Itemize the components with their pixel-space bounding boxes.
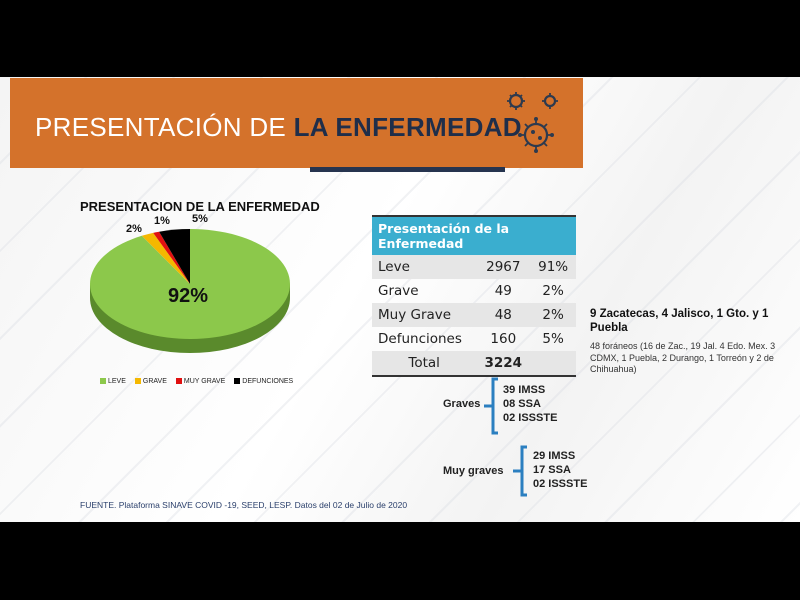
- row-count: 160: [490, 331, 517, 347]
- pie-slice-grave: [141, 232, 190, 284]
- row-label: Leve: [372, 255, 477, 279]
- slide-title: PRESENTACIÓN DE LA ENFERMEDAD: [35, 112, 522, 143]
- origin-note-body: 48 foráneos (16 de Zac., 19 Jal. 4 Edo. …: [590, 341, 776, 374]
- row-count: 48: [476, 303, 531, 327]
- table-row: Defunciones 160 5%: [372, 327, 576, 351]
- data-label: 92%: [168, 285, 208, 307]
- legend-label: DEFUNCIONES: [242, 378, 294, 385]
- graves-item: 02 ISSSTE: [503, 412, 558, 424]
- table-row: Grave 49 2%: [372, 279, 576, 303]
- chart-title: PRESENTACION DE LA ENFERMEDAD: [80, 199, 320, 214]
- graves-label: Graves: [443, 398, 481, 410]
- table-total-row: Total 3224: [372, 351, 576, 377]
- title-bold: LA ENFERMEDAD: [293, 112, 522, 142]
- table-row: Muy Grave 48 2%: [372, 303, 576, 327]
- data-label: 2%: [126, 223, 142, 235]
- table-row: Leve 2967 91%: [372, 255, 576, 279]
- row-count: 2967: [476, 255, 531, 279]
- legend-entry: LEVE: [100, 378, 126, 385]
- graves-item: 39 IMSS: [503, 384, 546, 396]
- chart-legend: LEVE GRAVE MUY GRAVE DEFUNCIONES: [100, 378, 293, 385]
- title-underline: [310, 167, 505, 172]
- legend-swatch: [134, 378, 141, 385]
- muy-graves-item: 17 SSA: [533, 464, 571, 476]
- legend-label: GRAVE: [142, 378, 167, 385]
- legend-entry: DEFUNCIONES: [234, 378, 293, 385]
- origin-note-heading: 9 Zacatecas, 4 Jalisco, 1 Gto. y 1 Puebl…: [590, 308, 769, 334]
- legend-entry: MUY GRAVE: [175, 378, 226, 385]
- legend-swatch: [175, 378, 182, 385]
- total-label: Total: [372, 351, 477, 377]
- row-label: Muy Grave: [372, 303, 477, 327]
- pie-slice-muy-grave: [153, 231, 190, 284]
- row-label: Grave: [378, 283, 419, 299]
- muy-graves-label: Muy graves: [443, 465, 504, 477]
- pie-chart: 92% 2% 1% 5%: [89, 213, 290, 353]
- virus-icon: [507, 92, 558, 153]
- title-banner: PRESENTACIÓN DE LA ENFERMEDAD: [10, 78, 583, 168]
- slide: PRESENTACIÓN DE LA ENFERMEDAD PRESENTACI…: [0, 77, 800, 522]
- data-label: 1%: [154, 215, 170, 227]
- row-pct: 2%: [542, 283, 564, 299]
- title-light: PRESENTACIÓN DE: [35, 112, 294, 142]
- legend-label: LEVE: [108, 378, 126, 385]
- total-value: 3224: [476, 351, 531, 377]
- brace-icon: [484, 377, 498, 435]
- muy-graves-item: 02 ISSSTE: [533, 478, 588, 490]
- row-count: 49: [494, 283, 512, 299]
- legend-swatch: [100, 378, 106, 385]
- muy-graves-item: 29 IMSS: [533, 450, 576, 462]
- pie-slice-leve: [89, 229, 290, 339]
- row-label: Defunciones: [378, 331, 462, 347]
- legend-label: MUY GRAVE: [183, 378, 226, 385]
- legend-swatch: [234, 378, 241, 385]
- pie-slice-defunciones: [159, 229, 190, 284]
- graves-item: 08 SSA: [503, 398, 541, 410]
- disease-table: Presentación de la Enfermedad Leve 2967 91…: [372, 215, 576, 377]
- row-pct: 2%: [530, 303, 576, 327]
- row-pct: 5%: [542, 331, 564, 347]
- data-label: 5%: [192, 213, 208, 225]
- source-note: FUENTE. Plataforma SINAVE COVID -19, SEE…: [80, 500, 408, 510]
- legend-entry: GRAVE: [134, 378, 167, 385]
- row-pct: 91%: [530, 255, 576, 279]
- brace-icon: [513, 445, 527, 497]
- table-header: Presentación de la Enfermedad: [372, 215, 576, 255]
